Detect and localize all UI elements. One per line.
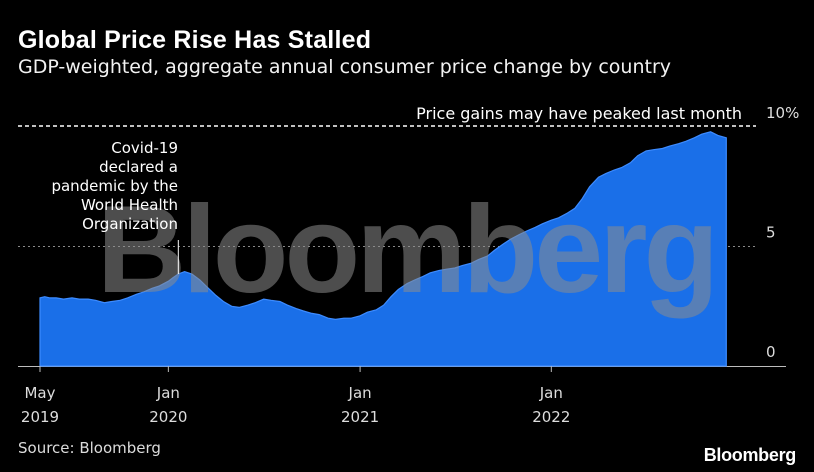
bloomberg-watermark: Bloomberg — [97, 181, 715, 319]
x-tick-label: 2020 — [149, 408, 187, 426]
covid-annotation-line-text: Organization — [82, 215, 178, 233]
y-tick-label: 0 — [766, 343, 776, 361]
covid-annotation-line-text: declared a — [99, 158, 178, 176]
x-axis: May 2019 Jan 2020 Jan 2021 Jan 2022 — [21, 366, 570, 426]
chart-subtitle: GDP-weighted, aggregate annual consumer … — [18, 56, 671, 78]
x-tick-label: Jan — [156, 384, 180, 402]
peak-annotation: Price gains may have peaked last month — [416, 104, 742, 123]
area-series — [39, 131, 727, 367]
y-tick-label: 5 — [766, 224, 776, 242]
covid-annotation-line-text: World Health — [81, 196, 178, 214]
x-tick-label: 2019 — [21, 408, 59, 426]
x-tick-label: Jan — [539, 384, 563, 402]
source-note: Source: Bloomberg — [18, 439, 161, 457]
y-axis-labels: 0 5 10% — [766, 104, 799, 361]
covid-annotation-line-text: pandemic by the — [51, 177, 178, 195]
x-tick-label: Jan — [348, 384, 372, 402]
x-tick-label: 2021 — [341, 408, 379, 426]
bloomberg-logo: Bloomberg — [703, 445, 797, 465]
covid-annotation-line-text: Covid-19 — [111, 139, 178, 157]
chart-title: Global Price Rise Has Stalled — [18, 26, 372, 54]
x-tick-label: 2022 — [532, 408, 570, 426]
x-tick-label: May — [24, 384, 55, 402]
y-tick-label: 10% — [766, 104, 799, 122]
